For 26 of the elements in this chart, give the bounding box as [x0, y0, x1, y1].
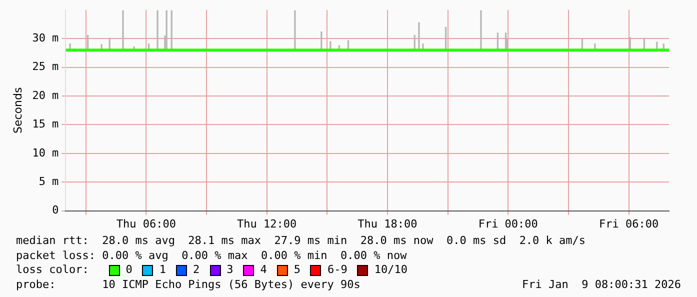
legend-title: loss color: [16, 263, 90, 278]
legend-label: 0 [126, 263, 132, 278]
legend-label: 10/10 [374, 263, 408, 278]
text: packet loss: 0.00 % avg 0.00 % max 0.00 % min 0.00 % now [16, 248, 408, 263]
x-tick-label: Thu 06:00 [116, 217, 176, 230]
x-tick-label: Fri 06:00 [598, 217, 659, 230]
legend-label: 2 [192, 263, 200, 278]
x-tick-label: Thu 12:00 [236, 217, 297, 230]
y-tick-label: 5 m [38, 174, 60, 188]
text: probe: 10 ICMP Echo Pings (56 Bytes) every 90s [16, 278, 360, 292]
y-tick-label: 15 m [32, 118, 60, 131]
legend-label: 5 [294, 263, 300, 278]
legend-label: 1 [159, 263, 166, 278]
y-tick-label: 20 m [32, 88, 60, 102]
y-tick-label: 25 m [32, 60, 60, 74]
y-tick-label: 10 m [32, 146, 60, 160]
legend-label: 6-9 [327, 263, 348, 278]
x-tick-label: Fri 00:00 [478, 217, 538, 230]
text: Fri Jan 9 08:00:31 2026 [522, 278, 681, 292]
y-tick-label: 30 m [32, 32, 60, 45]
legend-label: 3 [226, 263, 234, 278]
legend-label: 4 [260, 263, 267, 278]
y-axis-title: Seconds [11, 87, 24, 134]
text: median rtt: 28.0 ms avg 28.1 ms max 27.9 ms min 28.0 ms now 0.0 ms sd 2.0 k am/s [16, 234, 587, 248]
y-tick-label: 0 [52, 204, 59, 217]
x-tick-label: Thu 18:00 [358, 217, 418, 230]
